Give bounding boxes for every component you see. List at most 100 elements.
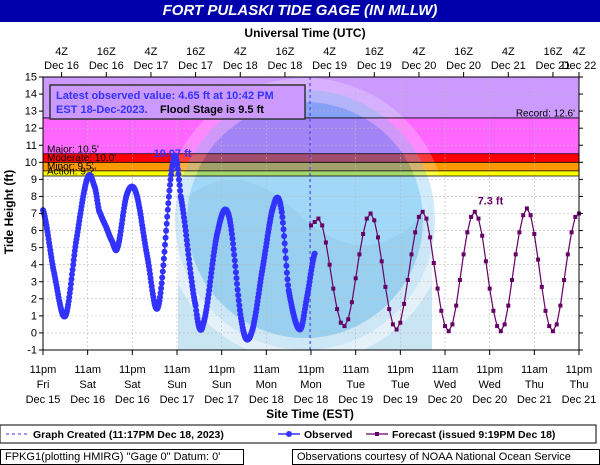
forecast-point bbox=[420, 209, 425, 214]
utc-date-label: Dec 19 bbox=[357, 60, 392, 72]
y-tick-label: 3 bbox=[31, 276, 37, 288]
utc-hour-label: 16Z bbox=[97, 46, 116, 58]
observed-point bbox=[279, 214, 286, 221]
y-tick-label: -1 bbox=[27, 345, 37, 357]
footer-credit: Observations courtesy of NOAA National O… bbox=[292, 449, 600, 465]
forecast-point bbox=[469, 214, 474, 219]
forecast-point bbox=[428, 235, 433, 240]
observed-point bbox=[311, 250, 318, 257]
observed-point bbox=[176, 176, 182, 183]
observed-point bbox=[182, 223, 189, 230]
forecast-point bbox=[543, 308, 548, 313]
est-date-label: Dec 20 bbox=[428, 394, 463, 406]
forecast-point bbox=[316, 216, 321, 221]
utc-date-label: Dec 18 bbox=[268, 60, 303, 72]
forecast-point bbox=[454, 303, 459, 308]
observed-info-line2a: EST 18-Dec-2023. bbox=[56, 104, 148, 116]
utc-hour-label: 16Z bbox=[275, 46, 294, 58]
forecast-point bbox=[309, 223, 313, 228]
forecast-point bbox=[405, 278, 410, 282]
observed-point bbox=[282, 247, 289, 254]
observed-point bbox=[230, 240, 237, 247]
utc-hour-label: 16Z bbox=[543, 46, 562, 58]
y-tick-label: 4 bbox=[31, 259, 37, 271]
forecast-point bbox=[565, 252, 570, 257]
utc-date-label: Dec 20 bbox=[446, 60, 481, 72]
observed-point bbox=[185, 251, 192, 258]
forecast-point bbox=[379, 259, 384, 264]
forecast-point bbox=[521, 213, 526, 218]
observed-point bbox=[236, 302, 243, 309]
threshold-label-record: Record: 12.6' bbox=[516, 108, 575, 119]
forecast-point bbox=[416, 214, 421, 219]
observed-point bbox=[232, 263, 239, 270]
threshold-label-moderate: Moderate: 10.0' bbox=[47, 153, 116, 164]
observed-point bbox=[184, 241, 191, 248]
observed-point bbox=[280, 226, 287, 233]
peak-annotation: 10.07 ft bbox=[154, 148, 192, 160]
observed-series bbox=[40, 152, 318, 343]
footer-datum: FPKG1(plotting HMIRG) "Gage 0" Datum: 0' bbox=[0, 449, 244, 465]
utc-date-label: Dec 19 bbox=[312, 60, 347, 72]
forecast-point bbox=[550, 329, 555, 334]
est-date-label: Dec 19 bbox=[338, 394, 373, 406]
forecast-point bbox=[342, 324, 347, 329]
est-hour-label: 11pm bbox=[30, 364, 57, 376]
est-day-label: Thu bbox=[525, 379, 544, 391]
observed-point bbox=[187, 270, 194, 277]
forecast-point bbox=[402, 301, 407, 306]
est-day-label: Thu bbox=[570, 379, 589, 391]
observed-point bbox=[167, 176, 174, 183]
forecast-point bbox=[383, 284, 388, 289]
observed-point bbox=[66, 290, 73, 296]
est-hour-label: 11pm bbox=[298, 364, 325, 376]
forecast-point bbox=[372, 218, 377, 223]
observed-point bbox=[285, 282, 292, 289]
observed-point bbox=[231, 257, 238, 264]
observed-point bbox=[232, 269, 239, 276]
observed-point bbox=[235, 292, 242, 299]
est-hour-label: 11am bbox=[74, 364, 101, 376]
observed-point bbox=[71, 252, 78, 259]
est-day-label: Mon bbox=[300, 379, 321, 391]
y-tick-label: 5 bbox=[31, 242, 37, 254]
y-tick-label: 1 bbox=[31, 310, 37, 322]
title-bar bbox=[0, 0, 600, 22]
utc-hour-label: 16Z bbox=[454, 46, 473, 58]
observed-point bbox=[182, 227, 189, 234]
est-hour-label: 11pm bbox=[566, 364, 593, 376]
utc-hour-label: 4Z bbox=[413, 46, 426, 58]
forecast-point bbox=[450, 322, 455, 327]
observed-point bbox=[228, 231, 235, 237]
forecast-point bbox=[491, 308, 496, 313]
est-day-label: Wed bbox=[478, 379, 500, 391]
forecast-point bbox=[349, 300, 354, 305]
est-date-label: Dec 19 bbox=[383, 394, 418, 406]
forecast-point bbox=[435, 286, 440, 291]
observed-point bbox=[175, 171, 182, 178]
observed-point bbox=[284, 276, 291, 283]
forecast-point bbox=[461, 252, 466, 257]
observed-point bbox=[163, 227, 170, 234]
observed-point bbox=[235, 297, 242, 304]
observed-point bbox=[158, 285, 165, 292]
y-tick-label: 13 bbox=[25, 106, 37, 118]
est-day-label: Sun bbox=[212, 379, 232, 391]
est-date-label: Dec 15 bbox=[26, 394, 61, 406]
forecast-point bbox=[431, 261, 436, 265]
observed-point bbox=[184, 246, 191, 253]
forecast-point bbox=[506, 303, 511, 308]
utc-date-label: Dec 16 bbox=[89, 60, 124, 72]
observed-point bbox=[163, 220, 170, 227]
y-tick-label: 15 bbox=[25, 72, 37, 84]
utc-date-label: Dec 17 bbox=[134, 60, 169, 72]
legend-forecast-label: Forecast (issued 9:19PM Dec 18) bbox=[392, 429, 555, 441]
observed-point bbox=[159, 274, 166, 281]
forecast-point bbox=[335, 307, 340, 312]
observed-point bbox=[174, 161, 181, 168]
est-date-label: Dec 17 bbox=[204, 394, 239, 406]
est-day-label: Sat bbox=[124, 379, 141, 391]
observed-point bbox=[229, 235, 236, 242]
forecast-point bbox=[562, 278, 567, 282]
forecast-point bbox=[320, 223, 325, 228]
